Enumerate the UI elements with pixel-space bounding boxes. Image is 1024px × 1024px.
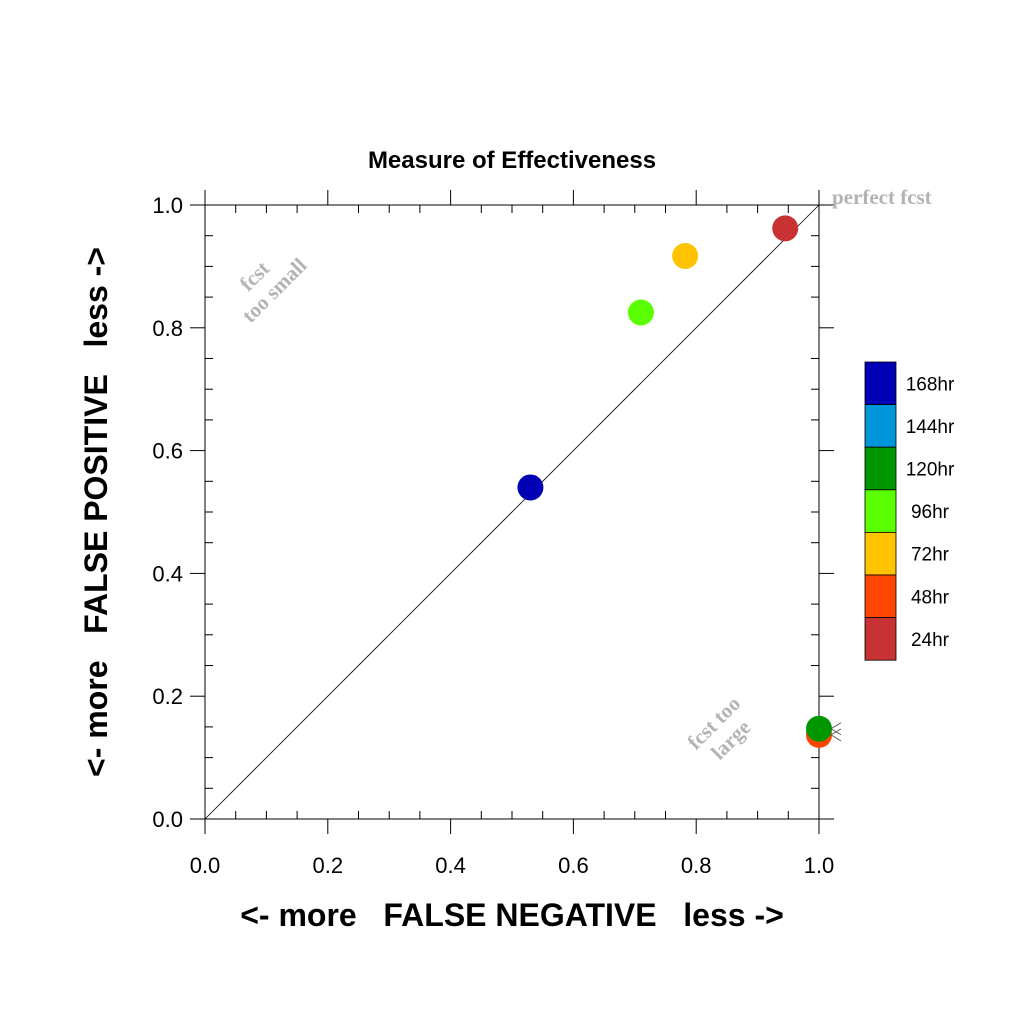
legend-label: 48hr [911, 587, 950, 608]
x-tick-label: 0.2 [313, 853, 344, 878]
legend-label: 120hr [906, 460, 955, 481]
legend-swatch-48hr [864, 574, 897, 618]
data-points [517, 215, 842, 748]
perfect-forecast-diagonal [204, 204, 820, 820]
legend-swatch-144hr [864, 404, 897, 448]
legend-swatch-24hr [864, 617, 897, 661]
legend-swatch-72hr [864, 532, 897, 576]
legend-swatch-168hr [864, 361, 897, 405]
point-96hr [627, 299, 654, 326]
point-168hr [517, 474, 544, 501]
legend-label: 96hr [911, 502, 950, 523]
legend-label: 144hr [906, 417, 955, 438]
axis-ticks [190, 190, 834, 834]
legend-label: 168hr [906, 374, 955, 395]
y-tick-label: 1.0 [152, 193, 183, 218]
legend: 168hr 144hr 120hr 96hr 72hr 48hr 24hr [864, 361, 955, 661]
axis-tick-labels: 0.0 0.2 0.4 0.6 0.8 1.0 0.0 0.2 0.4 0.6 0.8 1.0 [152, 193, 834, 878]
chart-title: Measure of Effectiveness [368, 147, 656, 174]
legend-label: 24hr [911, 630, 950, 651]
point-120hr [806, 715, 832, 742]
y-tick-label: 0.8 [152, 316, 183, 341]
legend-label: 72hr [911, 545, 950, 566]
point-24hr [772, 215, 799, 242]
plot-area: 0.0 0.2 0.4 0.6 0.8 1.0 0.0 0.2 0.4 0.6 0.8 1.0 [152, 190, 834, 878]
offscale-marker-120hr [830, 722, 842, 736]
y-tick-label: 0.2 [152, 684, 183, 709]
y-axis-label: <- more FALSE POSITIVE less -> [78, 247, 114, 777]
x-tick-label: 0.8 [681, 853, 712, 878]
y-tick-label: 0.6 [152, 439, 183, 464]
legend-swatch-120hr [864, 446, 897, 491]
point-72hr [672, 242, 699, 269]
offscale-marker-48hr [830, 728, 842, 742]
annotation-fcst-too-small: fcst too small [235, 253, 312, 327]
annotation-perfect-fcst: perfect fcst [832, 185, 932, 209]
x-tick-label: 0.4 [435, 853, 466, 878]
y-tick-label: 0.4 [152, 561, 183, 586]
x-axis-label: <- more FALSE NEGATIVE less -> [240, 897, 784, 933]
x-tick-label: 1.0 [804, 853, 835, 878]
y-tick-label: 0.0 [152, 807, 183, 832]
annotation-fcst-too-large: fcst too large [682, 691, 755, 764]
x-tick-label: 0.6 [558, 853, 589, 878]
legend-swatch-96hr [864, 489, 897, 533]
x-tick-label: 0.0 [190, 853, 221, 878]
